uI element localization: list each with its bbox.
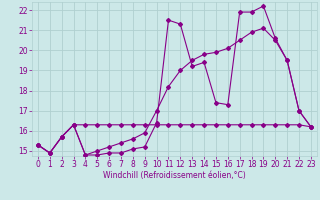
X-axis label: Windchill (Refroidissement éolien,°C): Windchill (Refroidissement éolien,°C) — [103, 171, 246, 180]
